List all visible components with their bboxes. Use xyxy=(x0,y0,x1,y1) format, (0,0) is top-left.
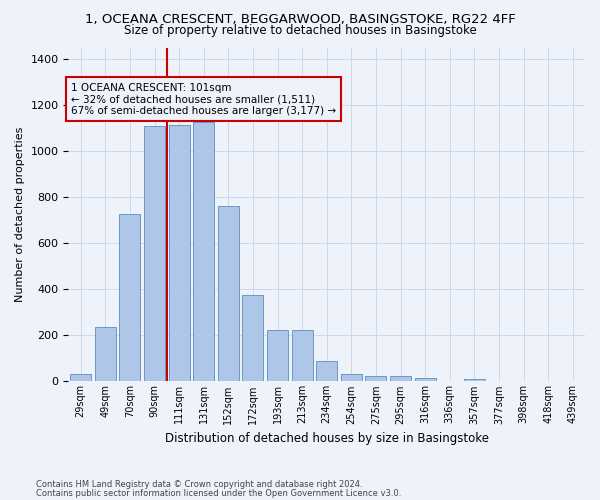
Bar xyxy=(169,124,190,382)
Bar xyxy=(316,360,337,382)
Y-axis label: Number of detached properties: Number of detached properties xyxy=(15,127,25,302)
Text: 1, OCEANA CRESCENT, BEGGARWOOD, BASINGSTOKE, RG22 4FF: 1, OCEANA CRESCENT, BEGGARWOOD, BASINGST… xyxy=(85,12,515,26)
Bar xyxy=(365,376,386,382)
Text: Contains HM Land Registry data © Crown copyright and database right 2024.: Contains HM Land Registry data © Crown c… xyxy=(36,480,362,489)
Bar xyxy=(242,295,263,382)
Text: Size of property relative to detached houses in Basingstoke: Size of property relative to detached ho… xyxy=(124,24,476,37)
Bar xyxy=(144,126,165,382)
Text: 1 OCEANA CRESCENT: 101sqm
← 32% of detached houses are smaller (1,511)
67% of se: 1 OCEANA CRESCENT: 101sqm ← 32% of detac… xyxy=(71,82,336,116)
Bar xyxy=(390,376,411,382)
Bar xyxy=(292,330,313,382)
Bar xyxy=(95,328,116,382)
Text: Contains public sector information licensed under the Open Government Licence v3: Contains public sector information licen… xyxy=(36,488,401,498)
Bar xyxy=(341,374,362,382)
Bar xyxy=(415,378,436,382)
Bar xyxy=(193,122,214,382)
Bar xyxy=(218,206,239,382)
Bar xyxy=(119,214,140,382)
Bar xyxy=(267,330,288,382)
Bar xyxy=(464,379,485,382)
X-axis label: Distribution of detached houses by size in Basingstoke: Distribution of detached houses by size … xyxy=(165,432,489,445)
Bar xyxy=(70,374,91,382)
